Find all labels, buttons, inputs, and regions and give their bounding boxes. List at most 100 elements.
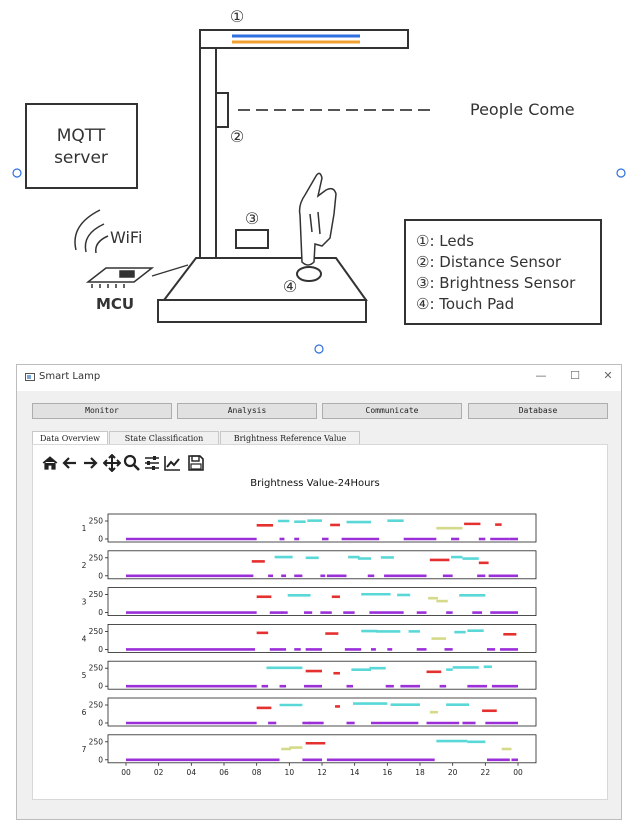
subplot-label: 1 [82,524,87,533]
mcu-label: MCU [96,295,134,313]
save-icon[interactable] [187,454,205,472]
touch-pad [296,266,322,282]
marker-touch-pad: ④ [283,277,297,296]
subplot-frame [107,660,537,690]
zoom-icon[interactable] [123,454,141,472]
marker-distance-sensor: ② [230,127,244,146]
x-tick-label: 22 [481,768,491,777]
legend-box [404,219,602,325]
marker-brightness-sensor: ③ [245,209,259,228]
subplot-label: 7 [82,745,87,754]
tab-brightness-reference-value[interactable]: Brightness Reference Value [220,431,360,445]
subplot-label: 2 [82,561,87,570]
chart-title: Brightness Value-24Hours [250,478,380,489]
y-tick-label: 250 [89,701,104,710]
edit-axis-icon[interactable] [163,454,181,472]
forward-arrow-icon[interactable] [81,454,99,472]
x-tick-label: 00 [513,768,523,777]
people-come-label: People Come [470,100,575,119]
close-button[interactable]: ✕ [603,369,613,382]
y-tick-label: 250 [89,737,104,746]
app-icon [25,373,35,381]
x-tick-label: 14 [350,768,360,777]
title-bar[interactable]: Smart Lamp — ☐ ✕ [17,365,621,391]
smart-lamp-window: Smart Lamp — ☐ ✕ Monitor Analysis Commun… [16,364,622,820]
home-icon[interactable] [41,454,59,472]
y-tick-label: 250 [89,627,104,636]
wifi-icon [74,209,109,254]
y-tick-label: 250 [89,664,104,673]
y-tick-label: 250 [89,517,104,526]
y-tick-label: 0 [98,719,103,728]
lamp-pole [199,47,217,261]
subplot-label: 5 [82,671,87,680]
marker-leds: ① [230,7,244,26]
mcu-board-icon [85,267,155,288]
mqtt-server-label-2: server [54,148,108,168]
lamp-base-front [157,299,367,323]
distance-sensor [215,92,229,128]
mcu-to-lamp-wire [151,264,189,277]
database-button[interactable]: Database [468,403,608,419]
brightness-chart: Brightness Value-24Hours 025010250202503… [82,478,537,777]
lamp-arm [199,29,409,49]
x-tick-label: 20 [448,768,458,777]
window-title: Smart Lamp [39,371,101,382]
smart-lamp-diagram: MQTT server WiFi MCU ① ② People Come ③ ④ [12,7,626,354]
x-tick-label: 08 [252,768,262,777]
communicate-button[interactable]: Communicate [322,403,462,419]
wifi-label: WiFi [110,228,142,247]
selection-handle-left[interactable] [12,168,22,178]
mqtt-server-box [25,103,138,189]
minimize-button[interactable]: — [535,369,547,382]
y-tick-label: 0 [98,645,103,654]
x-axis-ticks: 00 02 04 06 08 10 12 14 16 18 20 22 00 [121,762,523,777]
x-tick-label: 02 [154,768,164,777]
y-tick-label: 0 [98,682,103,691]
subplot-frame [107,734,537,764]
brightness-sensor [235,229,269,249]
analysis-button[interactable]: Analysis [177,403,317,419]
tab-state-classification[interactable]: State Classification [109,431,219,445]
monitor-button[interactable]: Monitor [32,403,172,419]
selection-handle-right[interactable] [616,168,626,178]
configure-subplots-icon[interactable] [143,454,161,472]
selection-handle-bottom[interactable] [314,344,324,354]
mqtt-server-label-1: MQTT [57,126,106,146]
tab-data-overview[interactable]: Data Overview [32,431,108,446]
main-button-bar: Monitor Analysis Communicate Database [32,403,608,419]
subplot-label: 4 [82,634,87,643]
x-tick-label: 16 [383,768,393,777]
y-tick-label: 250 [89,553,104,562]
subplot-label: 6 [82,708,87,717]
subplot-frame [107,587,537,616]
hand-icon [298,172,337,266]
legend-item-touch-pad: ④: Touch Pad [416,295,514,313]
subplot-label: 3 [82,598,87,607]
x-tick-label: 04 [187,768,197,777]
x-tick-label: 06 [219,768,229,777]
subplot-frame [107,550,537,580]
y-tick-label: 0 [98,755,103,764]
legend-item-leds: ①: Leds [416,232,474,250]
y-tick-label: 0 [98,571,103,580]
y-tick-label: 0 [98,608,103,617]
x-tick-label: 12 [317,768,327,777]
subplot-frame [107,697,537,727]
subplot-frame [107,513,537,543]
maximize-button[interactable]: ☐ [570,369,580,382]
back-arrow-icon[interactable] [61,454,79,472]
y-tick-label: 0 [98,535,103,544]
x-tick-label: 18 [415,768,425,777]
y-tick-label: 250 [89,590,104,599]
legend-item-brightness-sensor: ③: Brightness Sensor [416,274,576,292]
subplot-frame [107,623,537,653]
pan-icon[interactable] [103,454,121,472]
